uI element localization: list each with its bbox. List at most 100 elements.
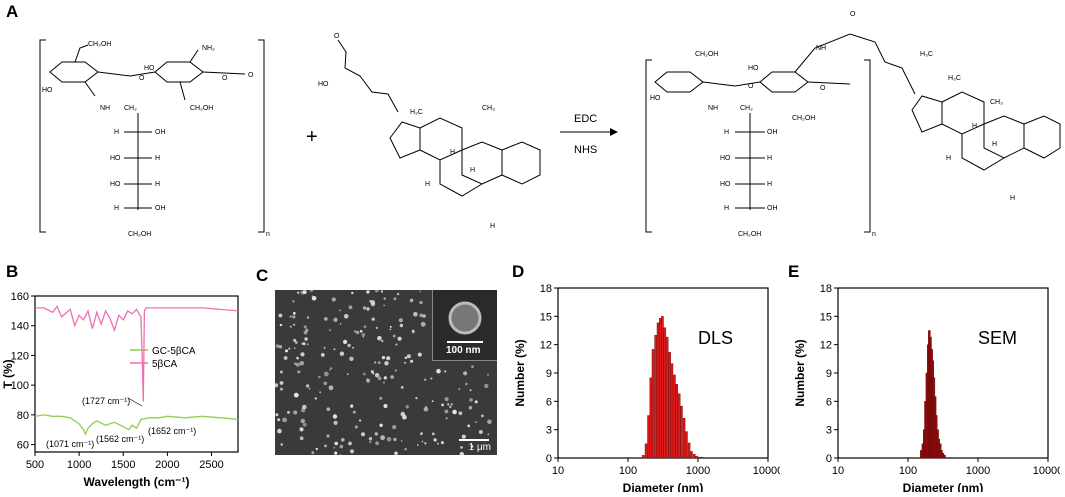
label-ch2: CH₂ — [124, 105, 137, 112]
nanoparticle-dot — [329, 329, 331, 332]
nanoparticle-dot — [369, 440, 372, 443]
nanoparticle-dot — [295, 341, 298, 344]
reaction-scheme: n CH₂OH O O O HO HO NH₂ CH₂OH NH CH₂ H O… — [39, 11, 1061, 238]
nanoparticle-dot — [424, 442, 427, 445]
nanoparticle-dot — [323, 371, 329, 377]
nanoparticle-dot — [440, 441, 444, 445]
y-tick-label: 160 — [11, 291, 29, 303]
histogram-bar — [697, 456, 701, 459]
nanoparticle-dot — [363, 372, 366, 376]
label-h-s4: H — [490, 223, 495, 230]
nanoparticle-dot — [381, 339, 384, 343]
nanoparticle-dot — [334, 451, 338, 455]
nanoparticle-dot — [416, 444, 419, 446]
label-h-2: H — [155, 155, 160, 162]
nanoparticle-dot — [275, 344, 280, 348]
nanoparticle-dot — [323, 317, 328, 321]
nanoparticle-dot — [461, 434, 466, 439]
nanoparticle-dot — [465, 382, 468, 386]
nanoparticle-dot — [420, 321, 426, 327]
nanoparticle-dot — [306, 316, 310, 319]
nanoparticle-dot — [349, 356, 354, 361]
nanoparticle-dot — [460, 446, 463, 449]
histogram-bar — [700, 456, 704, 459]
nanoparticle-dot — [359, 329, 363, 333]
nanoparticle-dot — [444, 409, 449, 414]
nanoparticle-dot — [339, 351, 345, 356]
nanoparticle-dot — [299, 361, 305, 366]
y-tick-label: 100 — [11, 380, 29, 392]
nanoparticle-dot — [419, 290, 422, 293]
nanoparticle-dot — [308, 387, 311, 390]
y-tick-label: 80 — [17, 410, 29, 422]
y-tick-label: 0 — [546, 453, 552, 465]
nanoparticle-dot — [415, 397, 418, 400]
label-ho-p4: HO — [720, 181, 731, 188]
histogram-bar — [670, 363, 674, 459]
y-tick-label: 9 — [826, 368, 832, 380]
nanoparticle-dot — [311, 296, 317, 301]
nanoparticle-dot — [400, 440, 403, 442]
annotation-1652: (1652 cm⁻¹) — [148, 426, 196, 436]
y-tick-label: 3 — [826, 425, 832, 437]
histogram-bar — [680, 405, 683, 459]
nanoparticle-dot — [282, 417, 287, 423]
bile-acid-molecule: O HO H₃C CH₃ H H H H — [318, 33, 541, 230]
nanoparticle-dot — [323, 346, 326, 349]
nanoparticle-dot — [450, 403, 453, 406]
plot-frame — [34, 295, 239, 453]
nanoparticle-dot — [299, 436, 304, 441]
nanoparticle-dot — [389, 328, 392, 331]
annotation-1727: (1727 cm⁻¹) — [82, 396, 130, 406]
label-h-p3: H — [767, 181, 772, 188]
nanoparticle-dot — [275, 383, 279, 388]
nanoparticle-dot — [333, 420, 338, 425]
nanoparticle-dot — [377, 335, 382, 341]
nanoparticle-dot — [417, 352, 422, 357]
nanoparticle-dot — [289, 325, 292, 328]
nanoparticle-dot — [394, 369, 398, 372]
nanoparticle-dot — [352, 410, 356, 414]
y-tick-label: 9 — [546, 368, 552, 380]
nanoparticle-dot — [383, 304, 385, 307]
nanoparticle-dot — [309, 290, 314, 292]
y-tick-label: 6 — [826, 396, 832, 408]
nanoparticle-dot — [424, 378, 427, 381]
nanoparticle-dot — [392, 425, 397, 430]
label-h-4: H — [114, 205, 119, 212]
nanoparticle-dot — [332, 414, 338, 419]
product-polymer: n CH₂OH O HO HO CH₂OH O NH CH₂ H OH HO H… — [645, 11, 1061, 238]
nanoparticle-dot — [339, 454, 342, 455]
histogram-bar — [644, 443, 648, 459]
label-o-p2: O — [820, 85, 826, 92]
label-nh-p1: NH — [708, 105, 718, 112]
nanoparticle-dot — [404, 448, 407, 451]
x-tick-label: 100 — [619, 465, 637, 477]
label-h-ps4: H — [1010, 195, 1015, 202]
nanoparticle-dot — [397, 336, 402, 341]
series-line-1 — [35, 305, 239, 402]
label-oh-1: OH — [155, 129, 166, 136]
nanoparticle-dot — [302, 422, 307, 427]
nanoparticle-dot — [292, 300, 295, 303]
nanoparticle-dot — [333, 447, 335, 449]
nanoparticle-dot — [353, 330, 357, 333]
nanoparticle-dot — [279, 323, 283, 327]
nanoparticle-dot — [371, 317, 375, 321]
nanoparticle-dot — [280, 387, 283, 391]
nanoparticle-dot — [315, 447, 318, 451]
histogram-bar — [675, 384, 678, 459]
nanoparticle-dot — [306, 343, 309, 346]
x-tick-label: 2000 — [155, 459, 179, 471]
nanoparticle-dot — [386, 356, 391, 361]
nanoparticle-dot — [369, 300, 372, 303]
histogram-bar — [651, 349, 655, 459]
reaction-arrow: EDC NHS — [560, 113, 618, 156]
nanoparticle-dot — [293, 338, 297, 342]
nanoparticle-dot — [343, 339, 348, 344]
nanoparticle-dot — [368, 437, 373, 441]
nanoparticle-dot — [304, 337, 308, 341]
panel-letter-e: E — [788, 262, 800, 281]
nanoparticle-dot — [352, 346, 354, 349]
